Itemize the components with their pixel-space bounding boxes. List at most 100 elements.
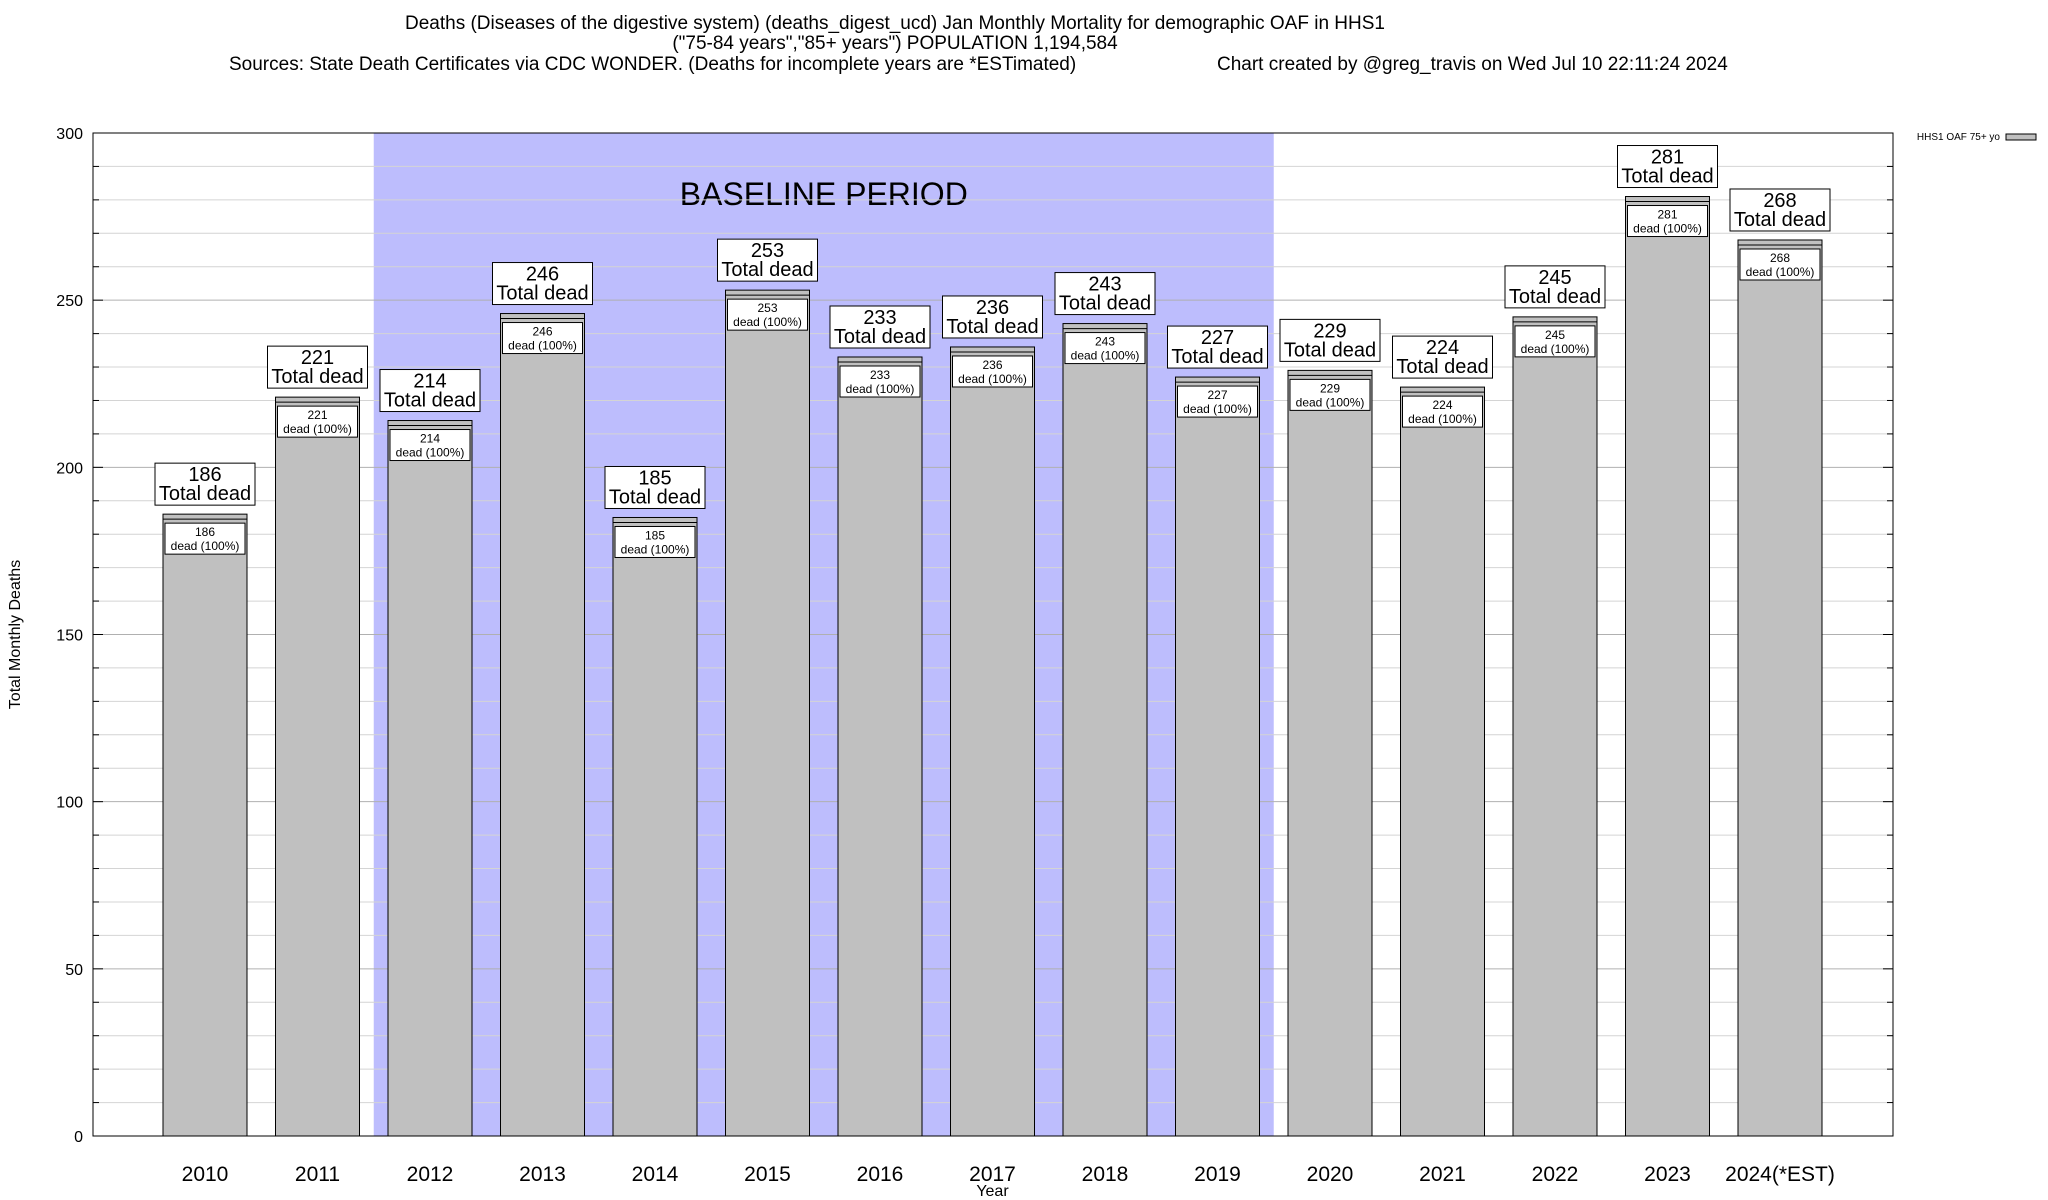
total-label-value: 245 bbox=[1538, 267, 1571, 289]
x-tick-label: 2023 bbox=[1644, 1163, 1691, 1186]
total-label-value: 246 bbox=[526, 264, 559, 286]
x-tick-label: 2015 bbox=[744, 1163, 791, 1186]
total-label-value: 185 bbox=[638, 467, 671, 489]
inner-label-value: 243 bbox=[1095, 335, 1115, 349]
total-label-value: 268 bbox=[1763, 190, 1796, 212]
inner-label-value: 227 bbox=[1207, 388, 1227, 402]
total-label-box bbox=[604, 465, 706, 509]
total-label-text: Total dead bbox=[271, 366, 363, 388]
total-label-value: 227 bbox=[1201, 327, 1234, 349]
inner-label-value: 229 bbox=[1320, 381, 1340, 395]
total-label-box bbox=[1392, 335, 1493, 379]
inner-label-value: 186 bbox=[195, 525, 215, 539]
bar bbox=[1062, 323, 1148, 1137]
chart-title-block: Deaths (Diseases of the digestive system… bbox=[0, 14, 1790, 54]
inner-label-box bbox=[1177, 385, 1258, 418]
total-label-text: Total dead bbox=[159, 483, 251, 505]
inner-label-box bbox=[1514, 325, 1596, 358]
y-axis-label: Total Monthly Deaths bbox=[7, 560, 24, 709]
total-label-value: 221 bbox=[301, 347, 334, 369]
total-label-box bbox=[1054, 272, 1156, 316]
total-label-text: Total dead bbox=[721, 259, 813, 281]
inner-label-box bbox=[839, 365, 921, 398]
inner-label-text: dead (100%) bbox=[621, 542, 690, 556]
inner-label-box bbox=[389, 429, 471, 462]
inner-label-box bbox=[952, 355, 1033, 388]
x-tick-label: 2011 bbox=[295, 1163, 340, 1186]
inner-label-value: 281 bbox=[1657, 208, 1677, 222]
inner-label-box bbox=[164, 522, 246, 555]
total-label-text: Total dead bbox=[496, 283, 588, 305]
inner-label-text: dead (100%) bbox=[1408, 412, 1477, 426]
inner-label-text: dead (100%) bbox=[508, 339, 577, 353]
x-tick-label: 2020 bbox=[1307, 1163, 1354, 1186]
total-label-value: 214 bbox=[413, 371, 446, 393]
total-label-box bbox=[1729, 188, 1831, 232]
inner-label-text: dead (100%) bbox=[1746, 265, 1815, 279]
inner-label-text: dead (100%) bbox=[1521, 342, 1590, 356]
inner-label-text: dead (100%) bbox=[1183, 402, 1252, 416]
inner-label-text: dead (100%) bbox=[1633, 222, 1702, 236]
inner-label-value: 221 bbox=[307, 408, 327, 422]
total-label-text: Total dead bbox=[1171, 346, 1263, 368]
inner-label-value: 233 bbox=[870, 368, 890, 382]
y-tick-label: 100 bbox=[56, 795, 83, 812]
y-tick-label: 200 bbox=[56, 460, 83, 477]
inner-label-box bbox=[277, 405, 358, 438]
x-tick-label: 2021 bbox=[1419, 1163, 1466, 1186]
total-label-box bbox=[379, 369, 481, 413]
y-tick-label: 300 bbox=[56, 126, 83, 143]
inner-label-box bbox=[502, 322, 583, 355]
total-label-value: 281 bbox=[1651, 147, 1684, 169]
total-label-box bbox=[1167, 325, 1268, 369]
x-tick-label: 2017 bbox=[969, 1163, 1016, 1186]
inner-label-box bbox=[1064, 332, 1146, 365]
x-tick-label: 2018 bbox=[1082, 1163, 1129, 1186]
inner-label-value: 253 bbox=[757, 301, 777, 315]
inner-label-box bbox=[1402, 395, 1483, 428]
x-tick-label: 2022 bbox=[1532, 1163, 1579, 1186]
bar bbox=[837, 356, 923, 1137]
total-label-text: Total dead bbox=[1284, 339, 1376, 361]
inner-label-value: 236 bbox=[982, 358, 1002, 372]
total-label-text: Total dead bbox=[1621, 166, 1713, 188]
inner-label-value: 246 bbox=[532, 325, 552, 339]
total-label-box bbox=[492, 262, 593, 306]
inner-label-box bbox=[614, 525, 696, 558]
x-tick-label: 2013 bbox=[519, 1163, 566, 1186]
bar bbox=[1175, 376, 1260, 1137]
x-tick-label: 2024(*EST) bbox=[1725, 1163, 1835, 1186]
total-label-value: 243 bbox=[1088, 274, 1121, 296]
bar bbox=[950, 346, 1035, 1137]
y-tick-label: 150 bbox=[56, 628, 83, 645]
inner-label-text: dead (100%) bbox=[846, 382, 915, 396]
bar bbox=[1625, 196, 1710, 1137]
x-axis-label: Year bbox=[976, 1183, 1009, 1200]
total-label-text: Total dead bbox=[609, 486, 701, 508]
inner-label-value: 245 bbox=[1545, 328, 1565, 342]
inner-label-text: dead (100%) bbox=[733, 315, 802, 329]
y-tick-label: 0 bbox=[74, 1129, 83, 1146]
total-label-value: 224 bbox=[1426, 337, 1459, 359]
total-label-box bbox=[1617, 145, 1718, 189]
x-tick-label: 2014 bbox=[632, 1163, 679, 1186]
total-label-value: 253 bbox=[751, 240, 784, 262]
y-tick-label: 250 bbox=[56, 293, 83, 310]
legend-swatch bbox=[2005, 133, 2037, 141]
x-tick-label: 2016 bbox=[857, 1163, 904, 1186]
inner-label-text: dead (100%) bbox=[396, 446, 465, 460]
total-label-text: Total dead bbox=[834, 326, 926, 348]
bar bbox=[275, 396, 360, 1137]
bar bbox=[1400, 386, 1485, 1137]
total-label-box bbox=[267, 345, 368, 389]
bar bbox=[1287, 369, 1373, 1137]
total-label-value: 236 bbox=[976, 297, 1009, 319]
x-tick-label: 2012 bbox=[407, 1163, 454, 1186]
total-label-box bbox=[829, 305, 931, 349]
total-label-value: 186 bbox=[188, 464, 221, 486]
inner-label-box bbox=[1289, 378, 1371, 411]
inner-label-text: dead (100%) bbox=[1296, 395, 1365, 409]
bar bbox=[1512, 316, 1598, 1137]
bar bbox=[500, 313, 585, 1137]
inner-label-text: dead (100%) bbox=[958, 372, 1027, 386]
